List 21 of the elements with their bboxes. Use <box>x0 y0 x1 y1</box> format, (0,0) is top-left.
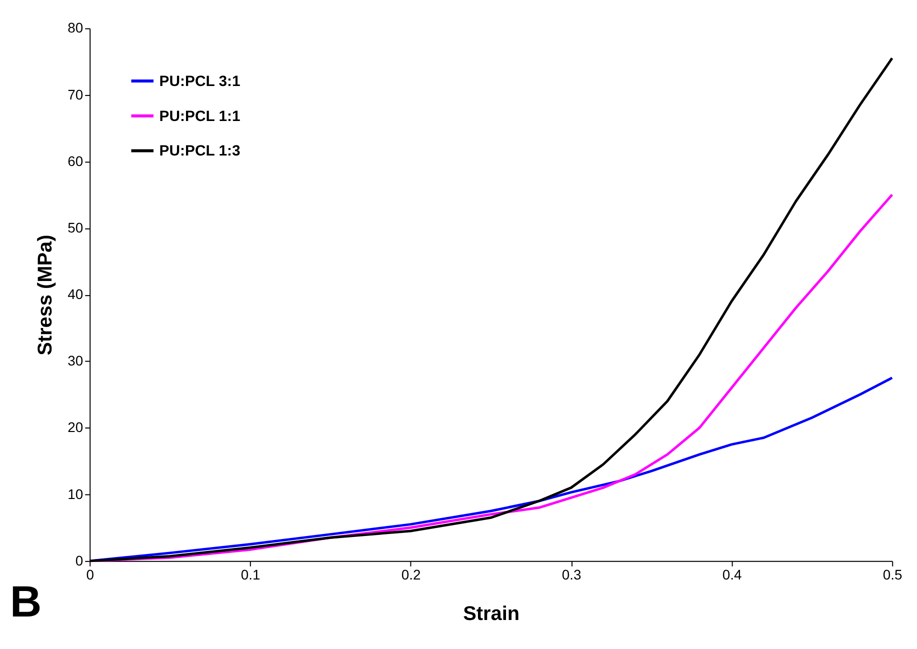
y-tick-label: 80 <box>68 20 84 36</box>
x-tick-label: 0.2 <box>401 566 422 582</box>
y-tick-label: 50 <box>68 219 84 236</box>
x-tick-label: 0 <box>86 566 94 582</box>
x-tick-label: 0.1 <box>240 566 261 582</box>
y-tick-label: 10 <box>68 486 84 502</box>
x-tick-label: 0.5 <box>882 566 903 582</box>
y-tick-label: 70 <box>68 86 84 102</box>
x-axis-title: Strain <box>463 603 520 626</box>
legend-label: PU:PCL 1:3 <box>159 142 240 160</box>
legend-label: PU:PCL 3:1 <box>159 73 240 90</box>
y-tick-label: 0 <box>75 552 84 568</box>
x-tick-label: 0.3 <box>562 566 582 582</box>
text: B <box>10 578 42 627</box>
y-tick-label: 30 <box>68 352 84 369</box>
y-tick-label: 60 <box>68 152 84 169</box>
legend-label: PU:PCL 1:1 <box>159 108 240 125</box>
y-axis-title: Stress (MPa) <box>34 234 57 356</box>
y-tick-label: 20 <box>68 419 84 436</box>
y-tick-label: 40 <box>68 286 84 302</box>
x-tick-label: 0.4 <box>722 566 742 582</box>
